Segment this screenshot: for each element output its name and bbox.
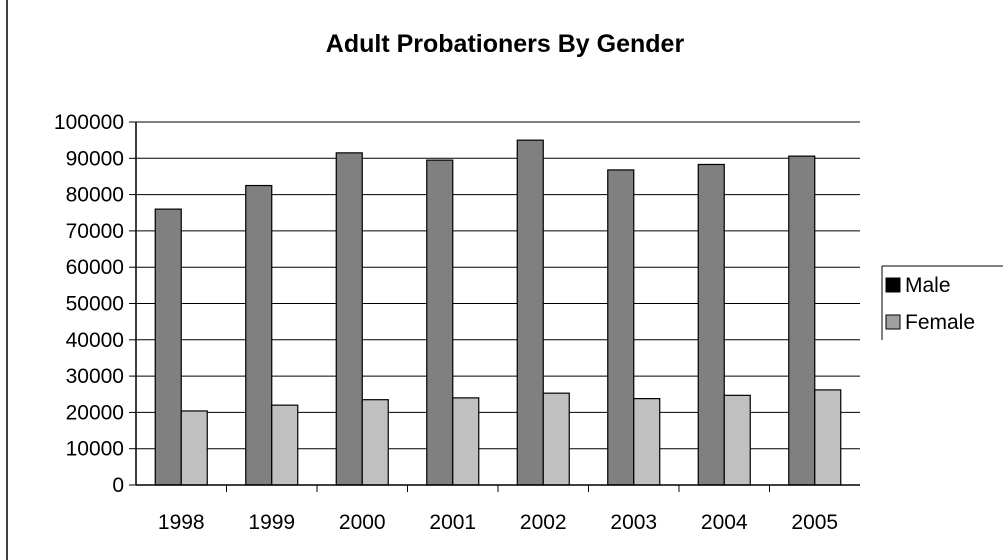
bar-female [542, 392, 570, 486]
x-tick-label: 1999 [248, 511, 295, 534]
y-tick-label: 0 [112, 474, 124, 497]
x-axis: 1998 1999 2000 2001 2002 2003 2004 2005 [136, 484, 860, 534]
bars [154, 139, 842, 486]
bar-female [361, 399, 389, 486]
y-tick-label: 90000 [66, 147, 124, 170]
y-tick-label: 40000 [66, 329, 124, 352]
bar-male [697, 163, 725, 486]
bar-male [607, 169, 635, 486]
bar-male [335, 152, 363, 486]
y-tick-label: 10000 [66, 438, 124, 461]
x-tick-label: 2001 [429, 511, 476, 534]
legend-label-male: Male [905, 274, 951, 297]
bar-male [154, 208, 182, 486]
bar-male [245, 184, 273, 486]
bar-male [426, 159, 454, 486]
x-tick-label: 2004 [701, 511, 748, 534]
y-axis: 0 10000 20000 30000 40000 50000 60000 70000 8000… [54, 111, 137, 497]
bar-female [814, 389, 842, 486]
legend-frame [881, 265, 1003, 340]
y-tick-label: 100000 [54, 111, 124, 134]
x-tick-label: 2002 [520, 511, 567, 534]
bar-male [788, 155, 816, 486]
x-tick-label: 2005 [791, 511, 838, 534]
legend-swatch-male [885, 277, 901, 293]
y-tick-label: 80000 [66, 184, 124, 207]
y-tick-label: 20000 [66, 401, 124, 424]
legend-swatch-female [885, 314, 901, 330]
chart-title: Adult Probationers By Gender [326, 30, 685, 58]
bar-female [723, 394, 751, 486]
y-tick-label: 60000 [66, 256, 124, 279]
bar-male [516, 139, 544, 486]
x-tick-label: 2003 [610, 511, 657, 534]
bar-female [452, 397, 480, 486]
bar-female [633, 398, 661, 486]
legend-label-female: Female [905, 311, 975, 334]
bar-female [271, 404, 299, 486]
x-tick-label: 1998 [158, 511, 205, 534]
gridlines [136, 121, 860, 450]
bar-female [180, 410, 208, 486]
x-tick-label: 2000 [339, 511, 386, 534]
legend: Male Female [881, 265, 1003, 340]
y-tick-label: 50000 [66, 293, 124, 316]
y-tick-label: 30000 [66, 365, 124, 388]
y-tick-label: 70000 [66, 220, 124, 243]
